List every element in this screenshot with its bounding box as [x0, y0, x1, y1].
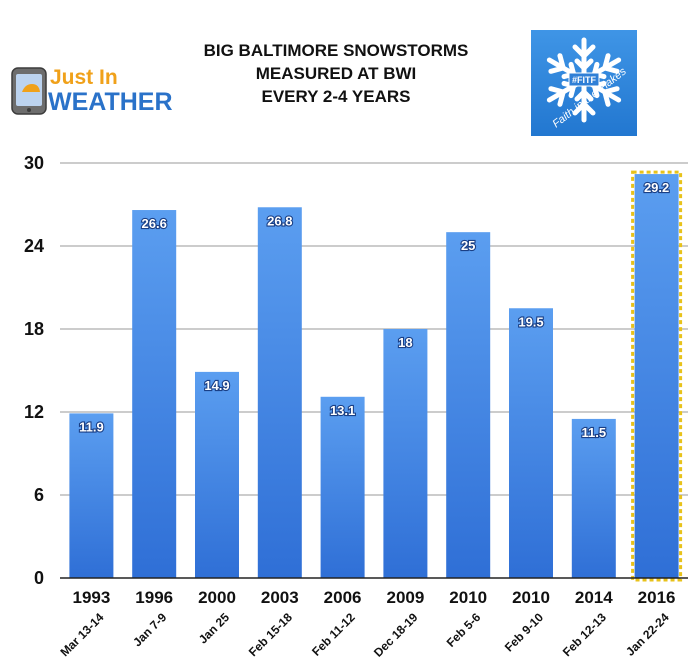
value-label: 11.5	[582, 425, 607, 440]
y-tick-label: 30	[24, 153, 44, 173]
y-axis-ticks: 0 6 12 18 24 30	[24, 153, 44, 588]
title-line-3: EVERY 2-4 YEARS	[262, 87, 411, 106]
date-label: Feb 12-13	[560, 610, 609, 659]
year-label: 2003	[261, 588, 299, 607]
date-label: Jan 7-9	[130, 610, 169, 649]
value-label: 13.1	[330, 403, 355, 418]
y-tick-label: 6	[34, 485, 44, 505]
bar	[634, 174, 679, 579]
y-tick-label: 18	[24, 319, 44, 339]
year-label: 1996	[135, 588, 173, 607]
bar	[571, 418, 616, 578]
value-label: 11.9	[79, 419, 104, 434]
date-label: Mar 13-14	[57, 610, 106, 659]
year-label: 2010	[512, 588, 550, 607]
bar	[132, 210, 177, 579]
bar	[383, 329, 428, 578]
logo-just-in-text: Just In	[50, 66, 118, 89]
date-label: Feb 9-10	[502, 610, 547, 655]
bar	[320, 396, 365, 578]
value-label: 25	[461, 238, 475, 253]
value-label: 14.9	[204, 378, 229, 393]
year-label: 2010	[449, 588, 487, 607]
date-label: Jan 22-24	[623, 610, 672, 659]
bar	[257, 207, 302, 578]
faith-in-the-flakes-logo: #FITF Faith in the Flakes	[531, 30, 637, 136]
bar	[509, 308, 553, 578]
year-label: 2000	[198, 588, 236, 607]
just-in-weather-logo: Just In WEATHER	[11, 66, 173, 116]
chart-title: BIG BALTIMORE SNOWSTORMS MEASURED AT BWI…	[204, 41, 469, 106]
y-tick-label: 12	[24, 402, 44, 422]
date-label: Dec 18-19	[371, 610, 421, 660]
bar	[446, 232, 491, 578]
phone-icon	[11, 67, 47, 115]
y-tick-label: 0	[34, 568, 44, 588]
title-line-1: BIG BALTIMORE SNOWSTORMS	[204, 41, 469, 60]
highlight-border	[631, 170, 683, 582]
date-label: Jan 25	[196, 610, 233, 647]
date-label: Feb 11-12	[309, 610, 358, 659]
year-label: 1993	[72, 588, 110, 607]
year-label: 2016	[638, 588, 676, 607]
value-label: 19.5	[518, 314, 543, 329]
logo-weather-text: WEATHER	[48, 88, 173, 116]
y-tick-label: 24	[24, 236, 44, 256]
date-label: Feb 15-18	[246, 610, 295, 659]
x-axis-labels: 1993 Mar 13-14 1996 Jan 7-9 2000 Jan 25 2003 Fe…	[57, 588, 675, 660]
value-label: 26.6	[142, 216, 167, 231]
value-label: 18	[398, 335, 412, 350]
date-label: Feb 5-6	[444, 610, 484, 650]
value-labels: 11.9 26.6 14.9 26.8 13.1 18 25 19.5 11.5 29.2	[78, 179, 670, 441]
bar	[69, 413, 114, 578]
year-label: 2009	[386, 588, 424, 607]
value-label: 26.8	[267, 213, 292, 228]
year-label: 2006	[324, 588, 362, 607]
bar	[195, 371, 239, 578]
value-label: 29.2	[644, 180, 669, 195]
year-label: 2014	[575, 588, 613, 607]
bars	[69, 170, 683, 582]
title-line-2: MEASURED AT BWI	[256, 64, 417, 83]
ftf-badge-text: #FITF	[572, 75, 597, 85]
